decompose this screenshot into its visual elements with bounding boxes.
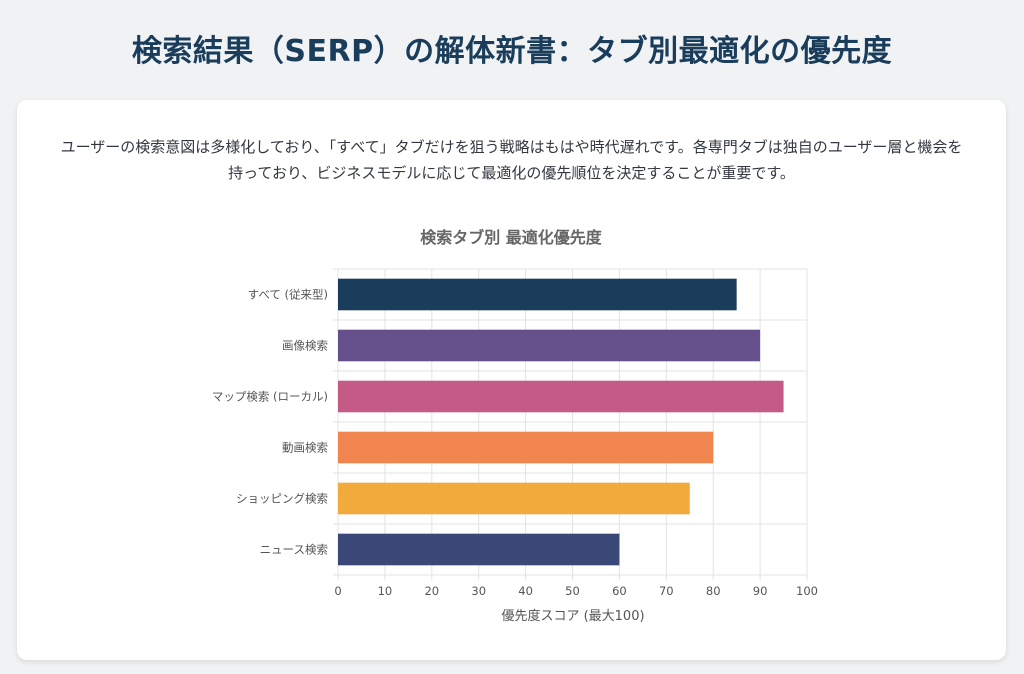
bar [338, 482, 690, 515]
bar [338, 278, 737, 311]
x-tick-label: 80 [706, 584, 721, 598]
bars-layer [338, 278, 784, 566]
x-tick-label: 0 [334, 584, 341, 598]
bar [338, 380, 784, 413]
page-title: 検索結果（SERP）の解体新書：タブ別最適化の優先度 [131, 34, 893, 69]
x-tick-label: 20 [424, 584, 439, 598]
x-axis-title: 優先度スコア (最大100) [501, 608, 644, 624]
category-label: マップ検索 (ローカル) [212, 390, 328, 404]
x-tick-label: 70 [659, 584, 674, 598]
grid-layer [333, 268, 808, 580]
bar [338, 329, 761, 362]
x-tick-label: 60 [612, 584, 627, 598]
bar [338, 533, 620, 566]
bar [338, 431, 714, 464]
x-tick-label: 30 [471, 584, 486, 598]
category-label: ニュース検索 [260, 543, 328, 557]
category-label: 画像検索 [282, 339, 328, 353]
x-tick-label: 100 [796, 584, 818, 598]
chart-card: ユーザーの検索意図は多様化しており、「すべて」タブだけを狙う戦略はもはや時代遅れ… [17, 100, 1006, 660]
x-tick-labels: 0 10 20 30 40 50 60 70 80 90 100 [334, 584, 818, 598]
x-tick-label: 40 [518, 584, 533, 598]
x-tick-label: 50 [565, 584, 580, 598]
category-label: すべて (従来型) [248, 288, 328, 302]
intro-text: ユーザーの検索意図は多様化しており、「すべて」タブだけを狙う戦略はもはや時代遅れ… [60, 138, 963, 182]
chart-title: 検索タブ別 最適化優先度 [420, 228, 603, 247]
x-tick-label: 10 [378, 584, 393, 598]
category-label: 動画検索 [282, 441, 328, 455]
category-label: ショッピング検索 [236, 492, 328, 506]
x-tick-label: 90 [753, 584, 768, 598]
